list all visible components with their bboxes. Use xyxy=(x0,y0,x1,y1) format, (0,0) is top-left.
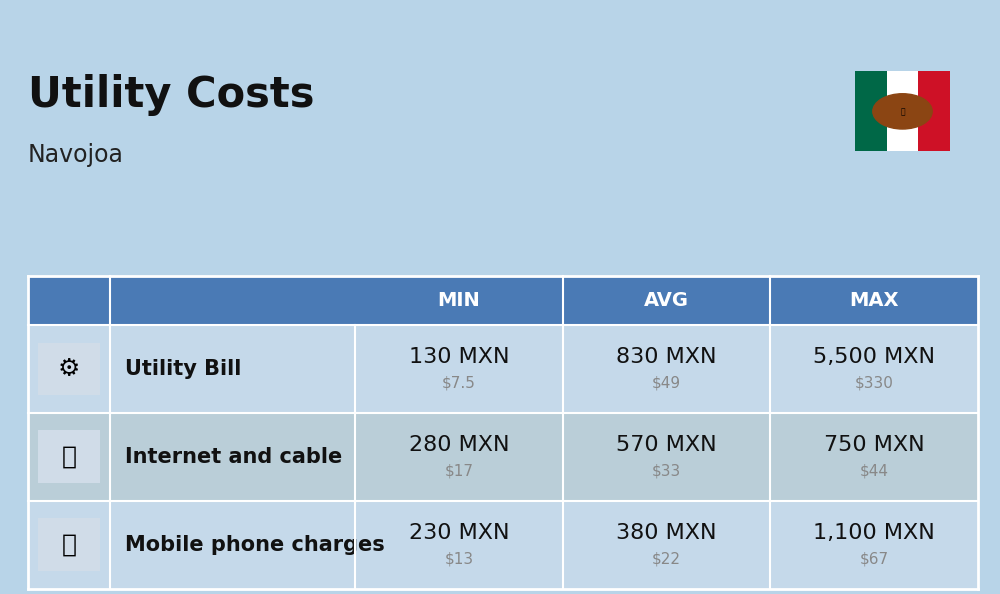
Text: 📶: 📶 xyxy=(62,445,76,469)
Text: 130 MXN: 130 MXN xyxy=(409,347,509,368)
Text: $330: $330 xyxy=(855,375,894,390)
Bar xyxy=(38,431,100,483)
Text: 570 MXN: 570 MXN xyxy=(616,435,717,456)
Bar xyxy=(887,71,918,151)
Text: $33: $33 xyxy=(652,463,681,478)
Bar xyxy=(855,71,887,151)
Text: 230 MXN: 230 MXN xyxy=(409,523,509,544)
Bar xyxy=(28,276,978,325)
Text: 280 MXN: 280 MXN xyxy=(409,435,509,456)
Text: Utility Costs: Utility Costs xyxy=(28,74,314,116)
Text: 🦅: 🦅 xyxy=(900,107,905,116)
Bar xyxy=(918,71,950,151)
Text: $22: $22 xyxy=(652,551,681,566)
Text: $17: $17 xyxy=(444,463,473,478)
Text: $44: $44 xyxy=(860,463,889,478)
Bar xyxy=(28,413,978,501)
Text: AVG: AVG xyxy=(644,291,689,310)
Text: 5,500 MXN: 5,500 MXN xyxy=(813,347,935,368)
Bar xyxy=(28,325,978,413)
Text: 830 MXN: 830 MXN xyxy=(616,347,717,368)
Text: $13: $13 xyxy=(444,551,473,566)
Text: Internet and cable: Internet and cable xyxy=(125,447,342,467)
Text: 750 MXN: 750 MXN xyxy=(824,435,924,456)
Text: ⚙: ⚙ xyxy=(58,357,80,381)
Text: 1,100 MXN: 1,100 MXN xyxy=(813,523,935,544)
Text: Mobile phone charges: Mobile phone charges xyxy=(125,535,385,555)
Bar xyxy=(38,519,100,571)
Text: $67: $67 xyxy=(860,551,889,566)
Bar xyxy=(28,501,978,589)
Text: $49: $49 xyxy=(652,375,681,390)
Text: Utility Bill: Utility Bill xyxy=(125,359,241,379)
Text: MAX: MAX xyxy=(849,291,899,310)
Text: 📱: 📱 xyxy=(62,533,76,557)
Text: Navojoa: Navojoa xyxy=(28,143,124,166)
Text: 380 MXN: 380 MXN xyxy=(616,523,717,544)
Text: MIN: MIN xyxy=(437,291,480,310)
Text: $7.5: $7.5 xyxy=(442,375,476,390)
Circle shape xyxy=(873,94,932,129)
Bar xyxy=(38,343,100,395)
